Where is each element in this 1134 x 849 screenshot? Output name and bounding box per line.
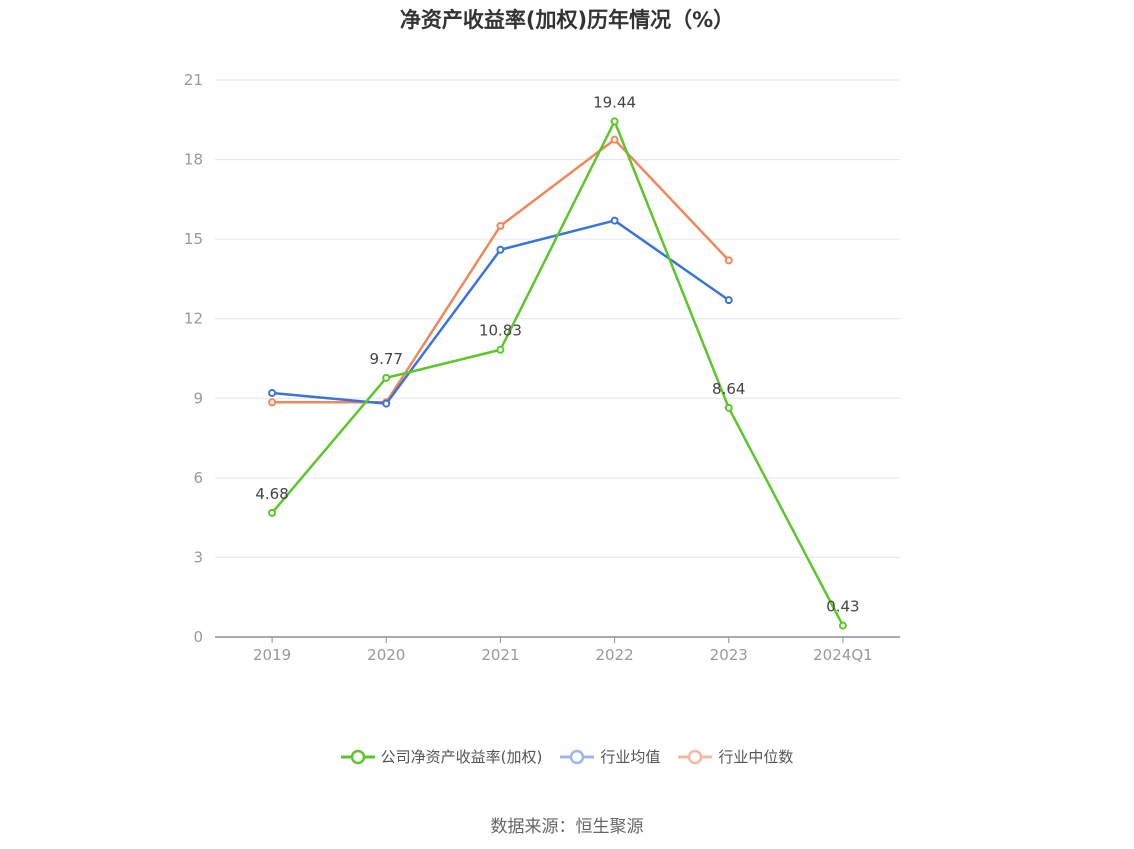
axes: 0 3 6 9 12 15 18 21 2019 2020 2021 2022 2023 2024Q1 — [184, 71, 900, 664]
data-label: 4.68 — [255, 485, 288, 503]
data-point — [610, 216, 619, 225]
legend: 公司净资产收益率(加权) 行业均值 行业中位数 — [0, 746, 1134, 767]
data-label: 8.64 — [712, 380, 745, 398]
data-point — [496, 221, 505, 230]
y-tick-label: 6 — [193, 469, 203, 487]
legend-swatch-company — [340, 749, 375, 764]
data-label: 19.44 — [593, 93, 636, 111]
data-point — [724, 403, 733, 412]
source-note: 数据来源：恒生聚源 — [490, 817, 644, 837]
y-tick-label: 12 — [184, 310, 203, 328]
data-point — [496, 345, 505, 354]
y-tick-label: 18 — [184, 151, 203, 169]
legend-label-industry-median: 行业中位数 — [718, 748, 794, 766]
series-line — [272, 138, 730, 404]
chart-title: 净资产收益率(加权)历年情况（%） — [399, 8, 735, 32]
data-label: 9.77 — [370, 350, 403, 368]
legend-item-industry-mean[interactable]: 行业均值 — [560, 746, 660, 767]
y-tick-label: 21 — [184, 71, 203, 89]
data-point — [268, 398, 277, 407]
data-point — [838, 621, 847, 630]
x-tick-label: 2024Q1 — [813, 646, 873, 664]
data-point — [610, 135, 619, 144]
y-tick-label: 3 — [193, 548, 203, 566]
data-point — [610, 117, 619, 126]
data-point — [724, 296, 733, 305]
data-point — [382, 399, 391, 408]
data-point — [496, 245, 505, 254]
y-tick-label: 15 — [184, 230, 203, 248]
legend-label-industry-mean: 行业均值 — [600, 748, 661, 766]
series-line — [271, 120, 845, 627]
x-tick-label: 2019 — [253, 646, 291, 664]
x-tick-label: 2020 — [367, 646, 405, 664]
legend-swatch-industry-median — [678, 749, 713, 764]
data-point — [268, 508, 277, 517]
x-tick-label: 2021 — [481, 646, 519, 664]
data-label: 0.43 — [826, 598, 859, 616]
x-tick-label: 2022 — [595, 646, 633, 664]
data-labels: 4.68 9.77 10.83 19.44 8.64 0.43 — [255, 93, 859, 615]
legend-swatch-industry-mean — [560, 749, 595, 764]
y-tick-label: 0 — [193, 628, 203, 646]
legend-item-company[interactable]: 公司净资产收益率(加权) — [340, 746, 543, 767]
data-label: 10.83 — [479, 322, 522, 340]
legend-item-industry-median[interactable]: 行业中位数 — [678, 746, 793, 767]
data-point — [268, 388, 277, 397]
x-tick-label: 2023 — [710, 646, 748, 664]
legend-label-company: 公司净资产收益率(加权) — [380, 748, 543, 766]
data-point — [382, 373, 391, 382]
series-lines — [268, 117, 847, 630]
data-point — [724, 256, 733, 265]
grid-lines — [215, 79, 900, 558]
y-tick-label: 9 — [193, 389, 203, 407]
